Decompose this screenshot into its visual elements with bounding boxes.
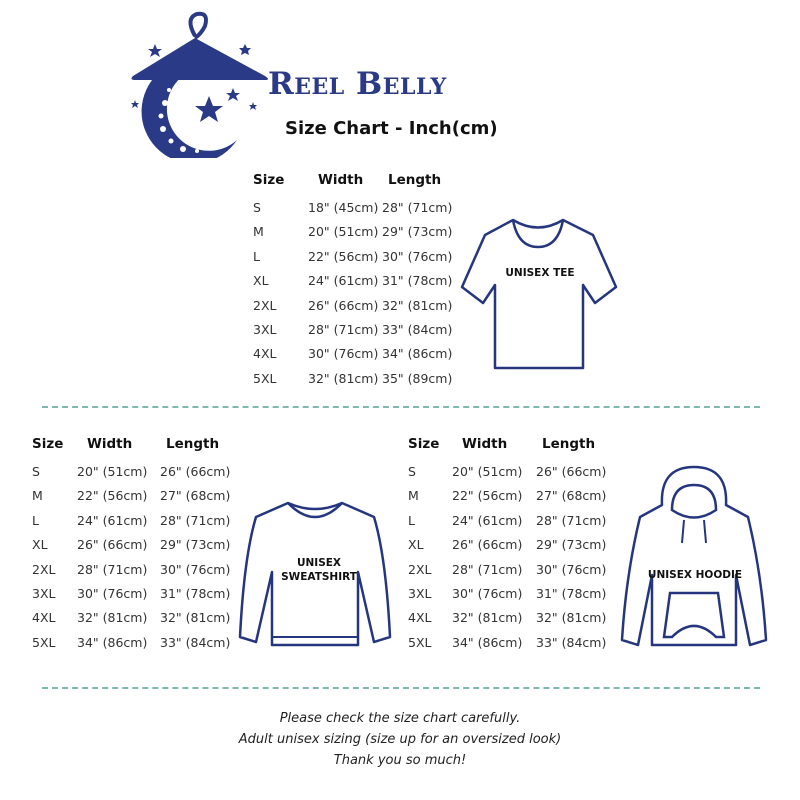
width-cell: 34" (86cm) <box>452 634 523 650</box>
width-cell: 30" (76cm) <box>308 346 379 362</box>
width-cell: 20" (51cm) <box>452 464 523 479</box>
width-cell: 24" (61cm) <box>452 512 523 528</box>
width-cell: 34" (86cm) <box>77 634 148 650</box>
footer-line-1: Please check the size chart carefully. <box>279 711 521 726</box>
width-cell: 32" (81cm) <box>308 370 379 386</box>
page-title: Size Chart - Inch(cm) <box>285 118 498 139</box>
width-column-header: Width <box>318 172 364 188</box>
size-cell: 4XL <box>408 610 432 626</box>
width-cell: 32" (81cm) <box>77 610 148 626</box>
length-column-header: Length <box>166 436 220 452</box>
size-cell: 5XL <box>32 634 56 650</box>
sweatshirt-label: UNISEX SWEATSHIRT <box>281 557 357 583</box>
width-cell: 20" (51cm) <box>308 224 379 240</box>
footer-line-2: Adult unisex sizing (size up for an over… <box>238 732 562 747</box>
length-cell: 27" (68cm) <box>160 488 231 504</box>
length-cell: 33" (84cm) <box>536 634 607 650</box>
width-cell: 30" (76cm) <box>452 586 523 601</box>
size-cell: 3XL <box>253 322 277 337</box>
length-cell: 30" (76cm) <box>382 248 453 264</box>
length-cell: 32" (81cm) <box>382 297 453 313</box>
size-cell: XL <box>32 537 48 553</box>
width-cell: 22" (56cm) <box>452 488 523 504</box>
size-cell: L <box>408 512 415 528</box>
size-cell: L <box>253 248 260 264</box>
hoodie-label: UNISEX HOODIE <box>647 569 743 581</box>
size-cell: S <box>408 464 416 479</box>
divider <box>42 687 760 689</box>
tee-icon <box>460 218 618 370</box>
size-cell: 5XL <box>408 634 432 650</box>
length-cell: 28" (71cm) <box>160 512 231 528</box>
sweatshirt-icon <box>238 501 392 647</box>
width-cell: 22" (56cm) <box>308 248 379 264</box>
size-cell: S <box>32 464 40 479</box>
width-cell: 24" (61cm) <box>308 273 379 289</box>
length-cell: 31" (78cm) <box>160 586 231 601</box>
length-cell: 33" (84cm) <box>382 322 453 337</box>
width-cell: 28" (71cm) <box>452 561 523 577</box>
width-cell: 26" (66cm) <box>308 297 379 313</box>
length-cell: 30" (76cm) <box>160 561 231 577</box>
logo-icon <box>131 11 268 158</box>
length-cell: 31" (78cm) <box>382 273 453 289</box>
width-cell: 22" (56cm) <box>77 488 148 504</box>
size-cell: M <box>253 224 264 240</box>
length-cell: 29" (73cm) <box>382 224 453 240</box>
size-cell: 2XL <box>32 561 56 577</box>
hoodie-icon <box>620 465 768 647</box>
size-cell: 4XL <box>253 346 277 362</box>
length-column-header: Length <box>542 436 596 452</box>
width-cell: 26" (66cm) <box>77 537 148 553</box>
divider <box>42 406 760 408</box>
length-cell: 27" (68cm) <box>536 488 607 504</box>
length-cell: 34" (86cm) <box>382 346 453 362</box>
width-cell: 28" (71cm) <box>77 561 148 577</box>
length-cell: 30" (76cm) <box>536 561 607 577</box>
width-cell: 32" (81cm) <box>452 610 523 626</box>
length-cell: 35" (89cm) <box>382 370 453 386</box>
length-column-header: Length <box>388 172 442 188</box>
width-cell: 28" (71cm) <box>308 322 379 337</box>
size-cell: 2XL <box>253 297 277 313</box>
size-column-header: Size <box>408 436 440 452</box>
length-cell: 29" (73cm) <box>160 537 231 553</box>
width-cell: 20" (51cm) <box>77 464 148 479</box>
width-cell: 30" (76cm) <box>77 586 148 601</box>
size-cell: L <box>32 512 39 528</box>
size-cell: 2XL <box>408 561 432 577</box>
footer-note: Please check the size chart carefully. A… <box>0 708 800 771</box>
size-cell: XL <box>408 537 424 553</box>
length-cell: 29" (73cm) <box>536 537 607 553</box>
width-cell: 24" (61cm) <box>77 512 148 528</box>
size-cell: 3XL <box>32 586 56 601</box>
length-cell: 32" (81cm) <box>160 610 231 626</box>
size-cell: 3XL <box>408 586 432 601</box>
size-cell: 4XL <box>32 610 56 626</box>
size-cell: 5XL <box>253 370 277 386</box>
length-cell: 26" (66cm) <box>160 464 231 479</box>
size-cell: XL <box>253 273 269 289</box>
size-column-header: Size <box>253 172 285 188</box>
size-cell: M <box>408 488 419 504</box>
size-cell: M <box>32 488 43 504</box>
length-cell: 33" (84cm) <box>160 634 231 650</box>
footer-line-3: Thank you so much! <box>333 753 467 768</box>
width-cell: 26" (66cm) <box>452 537 523 553</box>
length-cell: 32" (81cm) <box>536 610 607 626</box>
length-cell: 28" (71cm) <box>382 200 453 215</box>
length-cell: 28" (71cm) <box>536 512 607 528</box>
brand-name: Reel Belly <box>268 66 447 102</box>
width-cell: 18" (45cm) <box>308 200 379 215</box>
width-column-header: Width <box>462 436 508 452</box>
width-column-header: Width <box>87 436 133 452</box>
size-column-header: Size <box>32 436 64 452</box>
size-cell: S <box>253 200 261 215</box>
length-cell: 26" (66cm) <box>536 464 607 479</box>
tee-label: UNISEX TEE <box>505 267 575 279</box>
length-cell: 31" (78cm) <box>536 586 607 601</box>
